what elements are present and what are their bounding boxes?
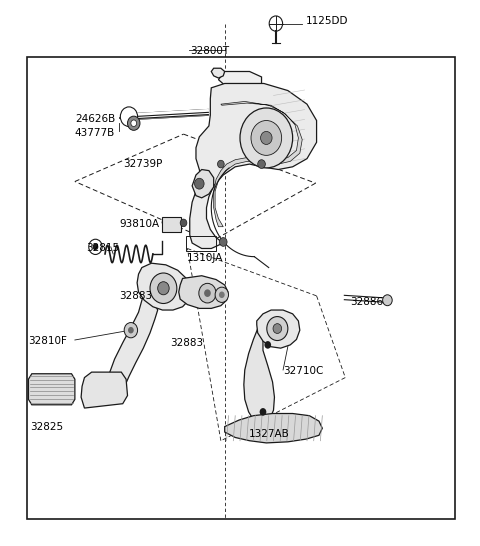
Text: 32883: 32883 — [120, 291, 153, 301]
Polygon shape — [192, 169, 214, 198]
Circle shape — [128, 327, 134, 334]
Bar — [162, 217, 180, 232]
Circle shape — [131, 120, 137, 127]
Text: 32739P: 32739P — [123, 159, 162, 169]
Circle shape — [273, 324, 282, 334]
Circle shape — [128, 116, 140, 130]
Circle shape — [260, 408, 266, 416]
Polygon shape — [225, 413, 323, 443]
Circle shape — [383, 295, 392, 306]
Text: 32825: 32825 — [30, 422, 63, 431]
Circle shape — [264, 341, 271, 349]
Polygon shape — [28, 374, 75, 405]
Polygon shape — [244, 328, 275, 423]
Circle shape — [204, 289, 211, 297]
Circle shape — [217, 161, 224, 168]
Circle shape — [124, 323, 138, 338]
Text: 32886: 32886 — [350, 297, 383, 307]
Polygon shape — [81, 372, 128, 408]
Circle shape — [269, 16, 283, 31]
Polygon shape — [179, 276, 228, 308]
Polygon shape — [211, 68, 225, 78]
Circle shape — [251, 121, 282, 156]
Text: 32810F: 32810F — [28, 336, 67, 346]
Bar — [27, 57, 456, 519]
Text: 1310JA: 1310JA — [186, 253, 223, 263]
Polygon shape — [214, 102, 302, 227]
Polygon shape — [108, 287, 157, 399]
Circle shape — [219, 292, 225, 298]
Circle shape — [120, 107, 138, 127]
Text: 32710C: 32710C — [283, 366, 324, 376]
Circle shape — [199, 283, 216, 303]
Circle shape — [157, 282, 169, 295]
Polygon shape — [257, 310, 300, 348]
Circle shape — [267, 317, 288, 341]
Text: 32815: 32815 — [86, 244, 119, 253]
Circle shape — [261, 132, 272, 145]
Text: 32800T: 32800T — [190, 46, 229, 56]
Circle shape — [180, 219, 187, 227]
Text: 1125DD: 1125DD — [306, 16, 348, 26]
Polygon shape — [137, 263, 191, 310]
Text: 1327AB: 1327AB — [249, 429, 289, 438]
Text: 32883: 32883 — [170, 338, 204, 348]
Text: 43777B: 43777B — [75, 128, 115, 138]
Polygon shape — [190, 84, 317, 248]
Circle shape — [258, 160, 265, 168]
Circle shape — [215, 287, 228, 302]
Circle shape — [194, 178, 204, 189]
Circle shape — [150, 273, 177, 304]
Polygon shape — [218, 72, 262, 85]
Circle shape — [240, 108, 293, 168]
Text: 24626B: 24626B — [75, 115, 115, 124]
Circle shape — [93, 244, 98, 250]
Text: 93810A: 93810A — [120, 219, 159, 229]
Circle shape — [89, 239, 102, 254]
Circle shape — [219, 238, 227, 246]
